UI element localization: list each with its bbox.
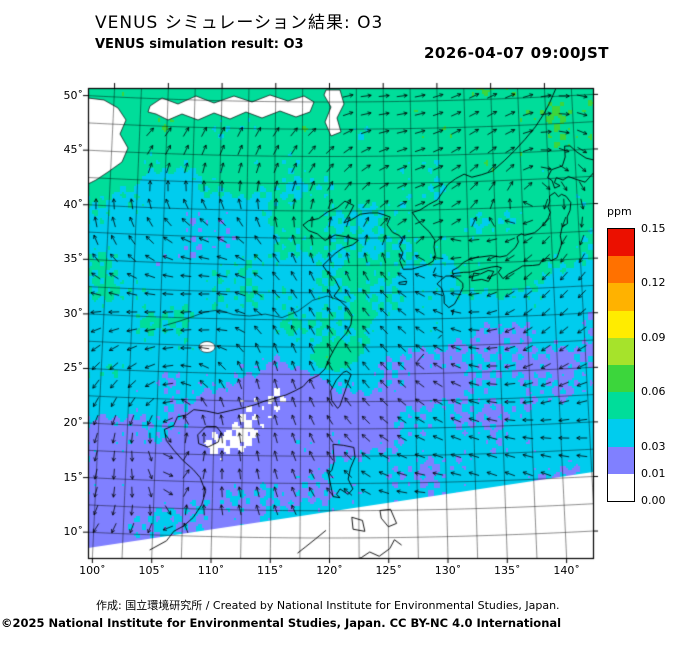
colorbar-band (608, 310, 634, 338)
lon-tick-label: 100˚ (79, 564, 106, 577)
copyright-line: ©2025 National Institute for Environment… (1, 616, 562, 630)
lon-tick-label: 105˚ (138, 564, 165, 577)
colorbar-tick-label: 0.09 (641, 330, 666, 344)
credit-line: 作成: 国立環境研究所 / Created by National Instit… (96, 599, 560, 612)
title-japanese: VENUS シミュレーション結果: O3 (95, 13, 384, 33)
colorbar-tick-label: 0.01 (641, 466, 666, 480)
colorbar-tick-label: 0.00 (641, 494, 666, 507)
lon-tick-label: 140˚ (553, 564, 580, 577)
lon-tick-label: 125˚ (375, 564, 402, 577)
colorbar-tick-label: 0.15 (641, 222, 666, 235)
colorbar-band (608, 392, 634, 420)
datetime-label: 2026-04-07 09:00JST (424, 44, 610, 62)
lat-tick-label: 25˚ (63, 361, 84, 375)
lon-tick-label: 135˚ (494, 564, 521, 577)
colorbar-band (608, 283, 634, 311)
colorbar-band (608, 419, 634, 447)
lat-tick-label: 15˚ (63, 470, 84, 484)
lat-tick-label: 45˚ (63, 143, 84, 157)
colorbar-tick-label: 0.12 (641, 276, 666, 290)
lon-tick-label: 115˚ (257, 564, 284, 577)
lat-tick-label: 40˚ (63, 197, 84, 211)
colorbar-tick-label: 0.06 (641, 385, 666, 399)
colorbar-band (608, 446, 634, 474)
colorbar-unit-label: ppm (607, 205, 632, 218)
lat-tick-label: 20˚ (63, 416, 84, 430)
lat-tick-label: 30˚ (63, 306, 84, 320)
colorbar-band (608, 229, 634, 257)
colorbar (607, 228, 635, 502)
lat-tick-label: 35˚ (63, 252, 84, 266)
colorbar-tick-label: 0.03 (641, 439, 666, 453)
lat-tick-label: 10˚ (63, 525, 84, 539)
lat-tick-label: 50˚ (63, 88, 84, 102)
colorbar-band (608, 256, 634, 284)
colorbar-band (608, 365, 634, 393)
lon-tick-label: 120˚ (316, 564, 343, 577)
colorbar-band (608, 473, 634, 502)
lon-tick-label: 110˚ (197, 564, 225, 577)
lon-tick-label: 130˚ (434, 564, 462, 577)
title-english: VENUS simulation result: O3 (95, 37, 304, 52)
colorbar-band (608, 337, 634, 366)
